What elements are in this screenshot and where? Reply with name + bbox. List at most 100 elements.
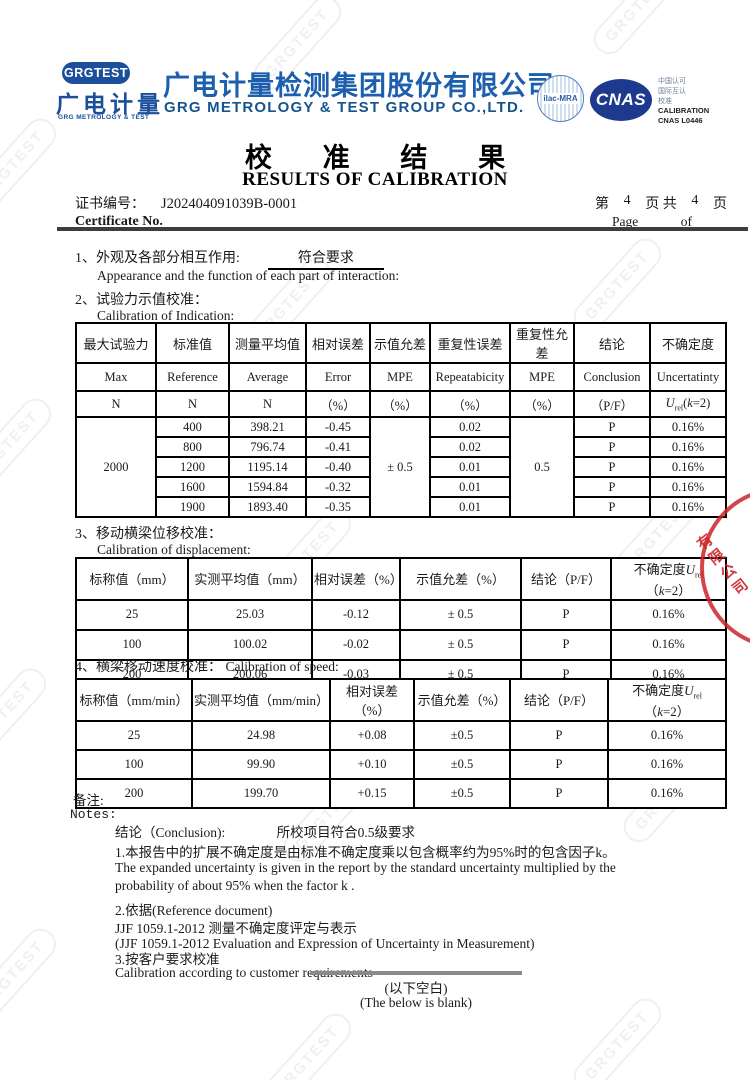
- cell: 0.02: [429, 416, 511, 438]
- blank-notice-cn: (以下空白): [384, 981, 448, 996]
- indication-header-units: N N N （%） （%） （%） （%） （P/F） Urel(k=2): [75, 390, 727, 418]
- cell: ± 0.5: [399, 628, 522, 661]
- indication-header-en: Max Reference Average Error MPE Repeatab…: [75, 362, 727, 392]
- blank-notice-en: (The below is blank): [359, 995, 473, 1010]
- mpe-cell: ± 0.5: [369, 416, 431, 518]
- uncertainty-prefix: 不确定度: [632, 683, 685, 698]
- cell: 0.16%: [607, 748, 727, 780]
- u-subscript: rel: [674, 403, 684, 413]
- ilac-mra-label: ilac-MRA: [543, 93, 578, 104]
- col-header: 结论（P/F）: [520, 557, 612, 601]
- cell: 0.16%: [649, 476, 727, 498]
- certificate-number-label-cn: 证书编号：: [75, 197, 145, 212]
- note2-en: (JJF 1059.1-2012 Evaluation and Expressi…: [115, 936, 535, 951]
- cell: P: [520, 628, 612, 661]
- conclusion-label: 结论（Conclusion):: [115, 825, 226, 840]
- cell: 0.16%: [607, 719, 727, 751]
- k-symbol: k: [657, 703, 663, 719]
- cell: 100: [75, 748, 193, 780]
- table-row: 100 99.90 +0.10 ±0.5 P 0.16%: [75, 748, 727, 780]
- col-header: 重复性误差: [429, 322, 511, 364]
- col-header: 相对误差: [305, 322, 371, 364]
- note1-en-line1: The expanded uncertainty is given in the…: [115, 860, 616, 875]
- grgtest-logo-subtitle: GRG METROLOGY & TEST: [58, 114, 150, 121]
- cell: 0.16%: [649, 496, 727, 518]
- uncertainty-prefix: 不确定度: [633, 562, 686, 577]
- section1-heading: 1、外观及各部分相互作用: 符合要求: [75, 247, 384, 270]
- col-header-en: Conclusion: [573, 362, 651, 392]
- col-unit: （%）: [509, 390, 575, 418]
- grgtest-watermark: GRGTEST: [0, 922, 63, 1029]
- col-header-en: Uncertatinty: [649, 362, 727, 392]
- conclusion-value: 所校项目符合0.5级要求: [276, 825, 415, 840]
- note2-label: 2.依据(Reference document): [115, 903, 273, 918]
- col-header: 结论: [573, 322, 651, 364]
- pagination-cn: 第 4 页 共 4 页: [595, 193, 727, 213]
- grgtest-watermark: GRGTEST: [0, 392, 58, 499]
- cell: 398.21: [228, 416, 307, 438]
- section3-label-en: Calibration of displacement:: [97, 542, 251, 557]
- page-label: 页: [713, 197, 727, 212]
- cell: -0.02: [311, 628, 401, 661]
- col-header: 测量平均值: [228, 322, 307, 364]
- speed-header: 标称值（mm/min） 实测平均值（mm/min） 相对误差（%） 示值允差（%…: [75, 678, 727, 722]
- col-header-uncertainty: 不确定度Urel （k=2）: [607, 678, 727, 722]
- cell: 800: [155, 436, 230, 458]
- table-row: 1600 1594.84 -0.32 0.01 P 0.16%: [76, 476, 727, 498]
- cell: 0.16%: [649, 436, 727, 458]
- cell: 199.70: [191, 777, 331, 809]
- company-name-en: GRG METROLOGY & TEST GROUP CO.,LTD.: [164, 99, 525, 116]
- cnas-side-line: CALIBRATION: [658, 106, 710, 115]
- col-unit: N: [155, 390, 230, 418]
- section2-label-en: Calibration of Indication:: [97, 308, 235, 323]
- col-unit: N: [75, 390, 157, 418]
- cell: 24.98: [191, 719, 331, 751]
- cell: P: [520, 598, 612, 631]
- grgtest-watermark: GRGTEST: [257, 1007, 358, 1080]
- certificate-number-value: J202404091039B-0001: [161, 196, 298, 212]
- cell: P: [573, 436, 651, 458]
- cnas-logo: CNAS: [590, 79, 652, 121]
- ilac-mra-logo: ilac-MRA: [537, 75, 584, 122]
- col-unit: （%）: [305, 390, 371, 418]
- cell: 400: [155, 416, 230, 438]
- cell: -0.32: [305, 476, 371, 498]
- document-title-cn: 校 准 结 果: [244, 143, 506, 173]
- col-header: 结论（P/F）: [509, 678, 609, 722]
- col-header-en: MPE: [369, 362, 431, 392]
- section4-heading: 4、横梁移动速度校准： Calibration of speed:: [75, 656, 339, 676]
- col-header-en: Max: [75, 362, 157, 392]
- col-header: 标称值（mm）: [75, 557, 189, 601]
- note1-cn: 1.本报告中的扩展不确定度是由标准不确定度乘以包含概率约为95%时的包含因子k。: [115, 845, 616, 860]
- table-row: 800 796.74 -0.41 0.02 P 0.16%: [76, 436, 727, 458]
- col-unit-urel: Urel(k=2): [649, 390, 727, 418]
- cell: 1594.84: [228, 476, 307, 498]
- table-row: 1900 1893.40 -0.35 0.01 P 0.16%: [76, 496, 727, 518]
- conclusion-line: 结论（Conclusion): 所校项目符合0.5级要求: [115, 821, 415, 841]
- cell: -0.40: [305, 456, 371, 478]
- paren: (: [683, 395, 688, 410]
- cell: 100: [75, 628, 189, 661]
- grgtest-watermark: GRGTEST: [567, 992, 668, 1080]
- col-header: 实测平均值（mm）: [187, 557, 313, 601]
- repeat-mpe-cell: 0.5: [509, 416, 575, 518]
- grgtest-logo-badge: GRGTEST: [62, 62, 130, 84]
- cell: 0.16%: [610, 598, 727, 631]
- cnas-side-line: 国际互认: [658, 87, 686, 95]
- cell: 1900: [155, 496, 230, 518]
- col-header: 示值允差（%）: [413, 678, 511, 722]
- cnas-side-line: 中国认可: [658, 77, 686, 85]
- u-subscript: rel: [694, 570, 704, 580]
- cell: 1600: [155, 476, 230, 498]
- cell: P: [509, 777, 609, 809]
- cell: ± 0.5: [399, 598, 522, 631]
- cell: 1200: [155, 456, 230, 478]
- cell: -0.41: [305, 436, 371, 458]
- paren: （: [644, 703, 658, 719]
- col-header: 最大试验力: [75, 322, 157, 364]
- displacement-table: 标称值（mm） 实测平均值（mm） 相对误差（%） 示值允差（%） 结论（P/F…: [75, 557, 727, 691]
- col-header-en: Repeatabicity: [429, 362, 511, 392]
- cnas-label: CNAS: [595, 90, 647, 109]
- u-symbol: U: [665, 395, 675, 410]
- page-total: 4: [691, 193, 699, 208]
